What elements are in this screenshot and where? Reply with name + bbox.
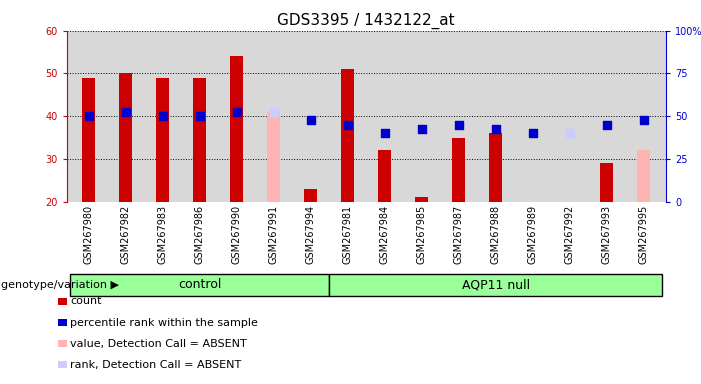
Text: GSM267992: GSM267992 <box>565 205 575 265</box>
Text: value, Detection Call = ABSENT: value, Detection Call = ABSENT <box>70 339 247 349</box>
Text: GSM267990: GSM267990 <box>232 205 242 264</box>
Text: GSM267983: GSM267983 <box>158 205 168 264</box>
Point <box>638 118 649 124</box>
Text: GSM267993: GSM267993 <box>601 205 612 264</box>
Text: GSM267987: GSM267987 <box>454 205 464 265</box>
Point <box>268 109 280 115</box>
Text: percentile rank within the sample: percentile rank within the sample <box>70 318 258 328</box>
Text: GSM267991: GSM267991 <box>268 205 279 264</box>
Point <box>157 113 168 119</box>
Bar <box>379 151 391 202</box>
Text: count: count <box>70 296 102 306</box>
Point <box>564 130 576 136</box>
Bar <box>452 137 465 202</box>
Text: AQP11 null: AQP11 null <box>462 278 530 291</box>
Text: GSM267985: GSM267985 <box>417 205 427 265</box>
Bar <box>70 274 329 296</box>
Point <box>453 122 464 128</box>
Point <box>120 109 131 115</box>
Text: GSM267986: GSM267986 <box>195 205 205 264</box>
Point <box>83 113 95 119</box>
Bar <box>231 56 243 202</box>
Text: GSM267981: GSM267981 <box>343 205 353 264</box>
Point <box>305 118 316 124</box>
Point <box>194 113 205 119</box>
Bar <box>156 78 169 202</box>
Bar <box>489 133 502 202</box>
Bar <box>82 78 95 202</box>
Text: GSM267995: GSM267995 <box>639 205 648 265</box>
Point <box>527 130 538 136</box>
Point <box>490 126 501 132</box>
Bar <box>415 197 428 202</box>
Text: GSM267988: GSM267988 <box>491 205 501 264</box>
Bar <box>119 73 132 202</box>
Text: GSM267980: GSM267980 <box>84 205 94 264</box>
Bar <box>193 78 206 202</box>
Text: control: control <box>178 278 222 291</box>
Title: GDS3395 / 1432122_at: GDS3395 / 1432122_at <box>278 13 455 29</box>
Point <box>416 126 428 132</box>
Bar <box>637 151 651 202</box>
Point <box>379 130 390 136</box>
Point <box>342 122 353 128</box>
Text: GSM267982: GSM267982 <box>121 205 131 265</box>
Text: GSM267994: GSM267994 <box>306 205 315 264</box>
Bar <box>267 112 280 202</box>
Bar <box>304 189 318 202</box>
Text: GSM267984: GSM267984 <box>380 205 390 264</box>
Point <box>231 109 243 115</box>
Point <box>601 122 613 128</box>
Bar <box>341 69 354 202</box>
Bar <box>329 274 662 296</box>
Text: genotype/variation ▶: genotype/variation ▶ <box>1 280 118 290</box>
Bar <box>600 163 613 202</box>
Text: GSM267989: GSM267989 <box>528 205 538 264</box>
Text: rank, Detection Call = ABSENT: rank, Detection Call = ABSENT <box>70 360 241 370</box>
